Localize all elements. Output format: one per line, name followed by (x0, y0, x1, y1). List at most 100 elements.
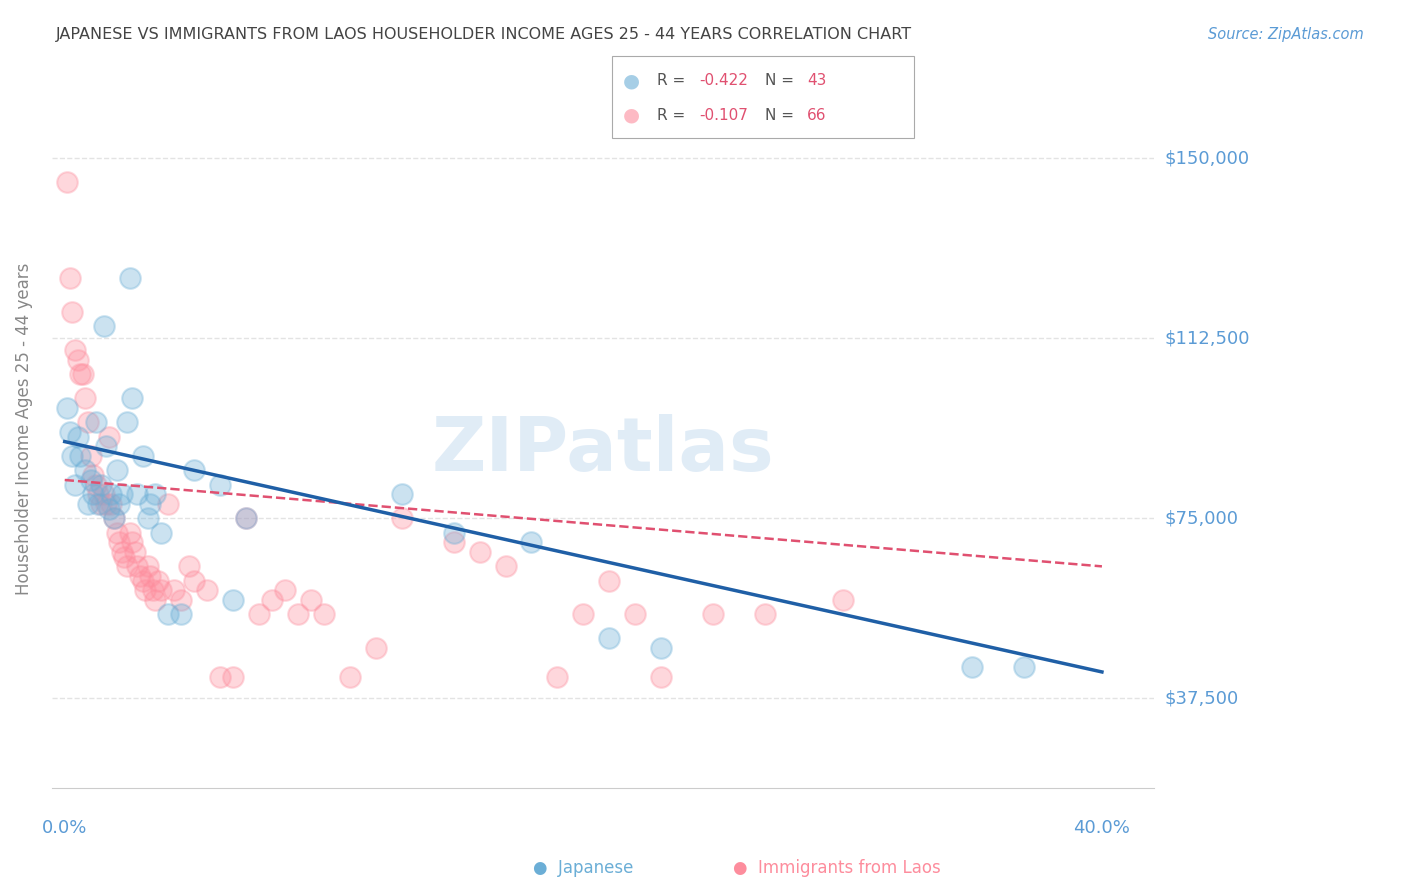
Point (443, 535, 465, 549)
Text: R =: R = (657, 108, 690, 123)
Point (1012, 660, 1035, 674)
Point (650, 640, 672, 655)
Point (157, 607, 180, 622)
Point (139, 497, 162, 511)
Point (108, 535, 131, 549)
Point (162, 583, 184, 598)
Point (100, 487, 122, 501)
Text: $150,000: $150,000 (1166, 150, 1250, 168)
Point (87, 497, 110, 511)
Point (105, 525, 128, 540)
Point (287, 607, 309, 622)
Point (247, 607, 270, 622)
Point (222, 670, 245, 684)
Point (962, 660, 984, 674)
Point (170, 607, 193, 622)
Point (121, 535, 143, 549)
Point (127, 487, 149, 501)
Point (131, 574, 153, 588)
Text: JAPANESE VS IMMIGRANTS FROM LAOS HOUSEHOLDER INCOME AGES 25 - 44 YEARS CORRELATI: JAPANESE VS IMMIGRANTS FROM LAOS HOUSEHO… (56, 27, 912, 42)
Point (134, 583, 156, 598)
Point (598, 574, 620, 588)
Point (87, 487, 110, 501)
Point (495, 559, 517, 574)
Point (312, 607, 335, 622)
Point (118, 525, 141, 540)
Text: 0.0%: 0.0% (42, 819, 87, 837)
Point (77, 416, 100, 430)
Point (127, 559, 149, 574)
Point (139, 569, 162, 583)
Point (149, 583, 172, 598)
Point (209, 670, 232, 684)
Text: ●: ● (623, 71, 640, 90)
Text: -0.422: -0.422 (699, 73, 748, 88)
Text: N =: N = (765, 73, 799, 88)
Point (66, 353, 89, 368)
Point (96, 439, 118, 453)
Point (136, 559, 159, 574)
Point (69, 449, 91, 463)
Point (339, 670, 361, 684)
Point (115, 559, 138, 574)
Point (299, 593, 322, 607)
Text: $112,500: $112,500 (1166, 329, 1250, 348)
Point (624, 607, 647, 622)
Point (93, 487, 115, 501)
Point (72, 368, 94, 382)
Point (111, 487, 134, 501)
Point (157, 497, 180, 511)
Point (97, 501, 120, 516)
Point (222, 593, 245, 607)
Point (105, 463, 128, 477)
Point (100, 497, 122, 511)
Text: ●: ● (623, 106, 640, 125)
Point (391, 487, 413, 501)
Point (179, 559, 201, 574)
Point (90, 497, 112, 511)
Text: 66: 66 (807, 108, 827, 123)
Point (82, 487, 104, 501)
Point (183, 463, 205, 477)
Point (520, 535, 543, 549)
Text: 40.0%: 40.0% (1074, 819, 1130, 837)
Text: ●  Japanese: ● Japanese (533, 859, 634, 877)
Point (111, 545, 134, 559)
Point (598, 632, 620, 646)
Point (62, 449, 84, 463)
Point (146, 574, 169, 588)
Text: $75,000: $75,000 (1166, 509, 1239, 527)
Point (79, 449, 101, 463)
Point (183, 574, 205, 588)
Point (56, 401, 79, 415)
Text: 43: 43 (807, 73, 827, 88)
Point (93, 319, 115, 334)
Point (754, 607, 776, 622)
Point (235, 511, 257, 525)
Point (84, 477, 107, 491)
Point (391, 511, 413, 525)
Text: Source: ZipAtlas.com: Source: ZipAtlas.com (1208, 27, 1364, 42)
Point (546, 670, 568, 684)
Point (831, 593, 853, 607)
Point (262, 593, 284, 607)
Point (103, 511, 125, 525)
Point (149, 525, 172, 540)
Point (142, 583, 165, 598)
Point (75, 463, 97, 477)
Point (77, 497, 100, 511)
Point (468, 545, 491, 559)
Point (63, 343, 86, 358)
Point (56, 176, 79, 190)
Point (69, 368, 91, 382)
Point (90, 477, 112, 491)
Point (79, 473, 101, 487)
Point (131, 449, 153, 463)
Point (103, 511, 125, 525)
Point (443, 525, 465, 540)
Point (650, 670, 672, 684)
Point (364, 640, 387, 655)
Point (82, 468, 104, 483)
Point (59, 271, 82, 285)
Point (66, 430, 89, 444)
